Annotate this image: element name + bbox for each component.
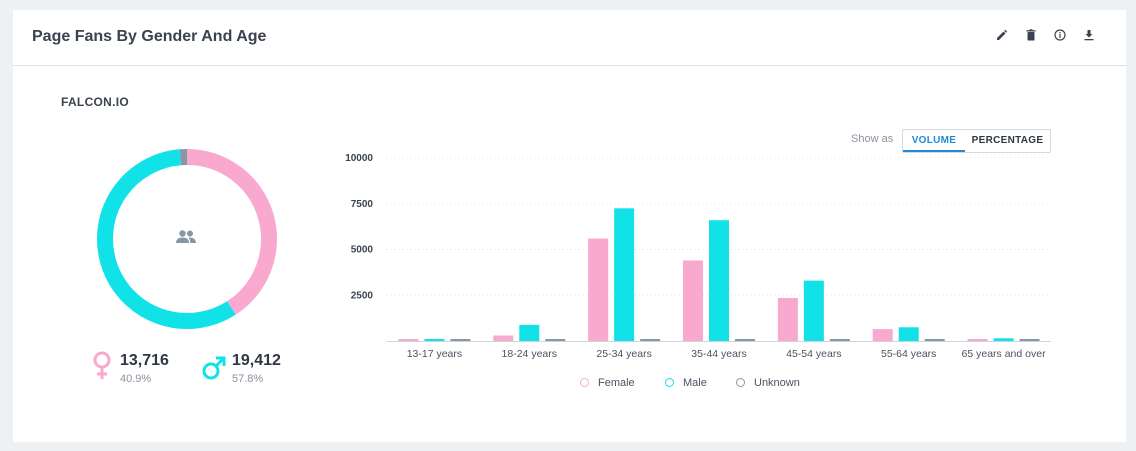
bar-unknown[interactable] bbox=[829, 339, 850, 341]
bar-female[interactable] bbox=[398, 339, 419, 341]
x-tick-label: 18-24 years bbox=[502, 348, 557, 360]
display-mode-toggle: VOLUME PERCENTAGE bbox=[902, 129, 1051, 153]
volume-toggle-button[interactable]: VOLUME bbox=[903, 130, 965, 152]
bar-male[interactable] bbox=[519, 324, 540, 341]
legend-unknown-marker bbox=[736, 377, 745, 387]
bar-male[interactable] bbox=[424, 339, 445, 341]
y-tick-label: 10000 bbox=[345, 153, 373, 164]
x-tick-label: 55-64 years bbox=[881, 348, 936, 360]
male-percent: 57.8% bbox=[232, 373, 264, 385]
legend-male[interactable]: Male bbox=[665, 377, 707, 389]
bar-female[interactable] bbox=[967, 339, 988, 341]
bar-unknown[interactable] bbox=[640, 339, 661, 341]
female-symbol-icon bbox=[93, 351, 111, 379]
bar-unknown[interactable] bbox=[545, 339, 566, 341]
widget-title: Page Fans By Gender And Age bbox=[32, 28, 267, 45]
legend-female-marker bbox=[580, 377, 589, 387]
female-percent: 40.9% bbox=[120, 373, 152, 385]
age-bar-chart: 2500 5000 7500 10000 13-17 years 18-24 years 2… bbox=[345, 153, 1051, 360]
edit-icon[interactable] bbox=[995, 27, 1009, 43]
gender-donut-chart bbox=[97, 149, 277, 329]
female-count: 13,716 bbox=[120, 352, 169, 369]
percentage-toggle-button[interactable]: PERCENTAGE bbox=[971, 135, 1044, 146]
bar-unknown[interactable] bbox=[735, 339, 755, 341]
delete-icon[interactable] bbox=[1024, 27, 1038, 43]
bar-male[interactable] bbox=[614, 208, 635, 341]
bar-female[interactable] bbox=[777, 297, 798, 341]
info-icon[interactable] bbox=[1053, 27, 1067, 43]
bar-female[interactable] bbox=[588, 238, 609, 341]
widget-card: Page Fans By Gender And Age FALCON.IO bbox=[13, 10, 1126, 442]
donut-slice-male[interactable] bbox=[97, 149, 236, 329]
legend-male-marker bbox=[665, 377, 674, 387]
widget-header: Page Fans By Gender And Age bbox=[13, 10, 1126, 66]
x-tick-label: 45-54 years bbox=[786, 348, 841, 360]
bar-male[interactable] bbox=[898, 327, 919, 341]
page-name: FALCON.IO bbox=[61, 95, 130, 109]
legend-unknown[interactable]: Unknown bbox=[736, 377, 800, 389]
download-icon[interactable] bbox=[1082, 27, 1096, 43]
bar-male[interactable] bbox=[993, 338, 1014, 341]
bar-female[interactable] bbox=[683, 260, 703, 341]
bar-unknown[interactable] bbox=[1019, 339, 1040, 341]
y-tick-label: 5000 bbox=[351, 245, 374, 256]
bar-unknown[interactable] bbox=[450, 339, 471, 341]
legend-female[interactable]: Female bbox=[580, 377, 635, 389]
people-icon bbox=[176, 230, 196, 243]
x-tick-label: 25-34 years bbox=[596, 348, 651, 360]
y-tick-label: 7500 bbox=[351, 199, 374, 210]
bar-male[interactable] bbox=[803, 280, 824, 341]
bar-unknown[interactable] bbox=[924, 339, 945, 341]
header-actions bbox=[995, 27, 1096, 43]
male-symbol-icon bbox=[202, 356, 226, 380]
donut-slice-female[interactable] bbox=[186, 149, 277, 315]
bar-male[interactable] bbox=[709, 220, 729, 341]
bar-female[interactable] bbox=[872, 329, 893, 341]
show-as-label: Show as bbox=[851, 133, 894, 145]
x-tick-label: 35-44 years bbox=[691, 348, 746, 360]
x-tick-label: 65 years and over bbox=[962, 348, 1047, 360]
y-tick-label: 2500 bbox=[351, 290, 374, 301]
bar-female[interactable] bbox=[493, 335, 514, 341]
x-tick-label: 13-17 years bbox=[407, 348, 462, 360]
male-count: 19,412 bbox=[232, 352, 281, 369]
